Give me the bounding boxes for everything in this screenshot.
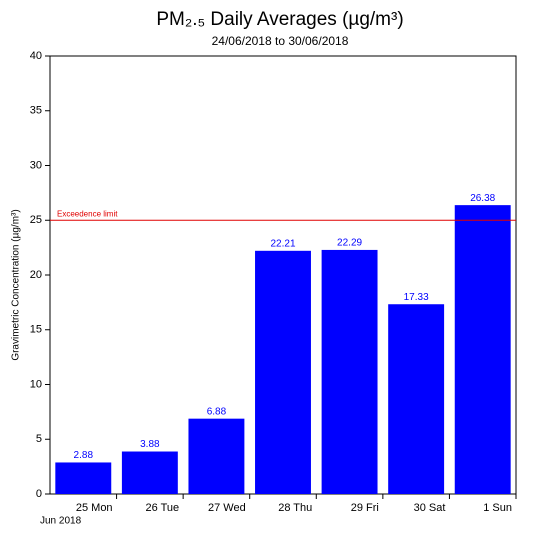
value-label: 3.88 xyxy=(140,439,160,450)
threshold-label: Exceedence limit xyxy=(57,209,118,218)
chart-subtitle: 24/06/2018 to 30/06/2018 xyxy=(212,34,349,48)
x-tick-label: 30 Sat xyxy=(414,502,446,514)
value-label: 6.88 xyxy=(207,406,227,417)
value-label: 17.33 xyxy=(404,292,429,303)
x-tick-label: 27 Wed xyxy=(208,502,246,514)
bar xyxy=(388,304,445,494)
y-tick-label: 15 xyxy=(30,324,42,336)
value-label: 22.29 xyxy=(337,238,362,249)
y-tick-label: 0 xyxy=(36,488,42,500)
y-axis-label: Gravimetric Concentration (µg/m³) xyxy=(11,209,22,360)
y-tick-label: 20 xyxy=(30,269,42,281)
bar xyxy=(188,418,245,494)
x-tick-label: 28 Thu xyxy=(278,502,312,514)
bar xyxy=(255,250,311,494)
y-tick-label: 10 xyxy=(30,378,42,390)
y-tick-label: 5 xyxy=(36,433,42,445)
x-tick-label: 29 Fri xyxy=(351,502,379,514)
bar xyxy=(121,451,178,494)
bar xyxy=(321,249,378,494)
y-tick-label: 25 xyxy=(30,214,42,226)
x-tick-label: 1 Sun xyxy=(483,502,512,514)
y-tick-label: 40 xyxy=(30,50,42,62)
bar xyxy=(454,205,511,494)
y-tick-label: 35 xyxy=(30,105,42,117)
value-label: 26.38 xyxy=(470,193,495,204)
chart-title: PM₂.₅ Daily Averages (µg/m³) xyxy=(156,9,403,30)
value-label: 22.21 xyxy=(270,238,295,249)
x-tick-label: 26 Tue xyxy=(146,502,180,514)
bar xyxy=(55,462,112,494)
x-tick-label: 25 Mon xyxy=(76,502,113,514)
value-label: 2.88 xyxy=(74,450,94,461)
y-tick-label: 30 xyxy=(30,159,42,171)
x-sublabel: Jun 2018 xyxy=(40,516,82,527)
